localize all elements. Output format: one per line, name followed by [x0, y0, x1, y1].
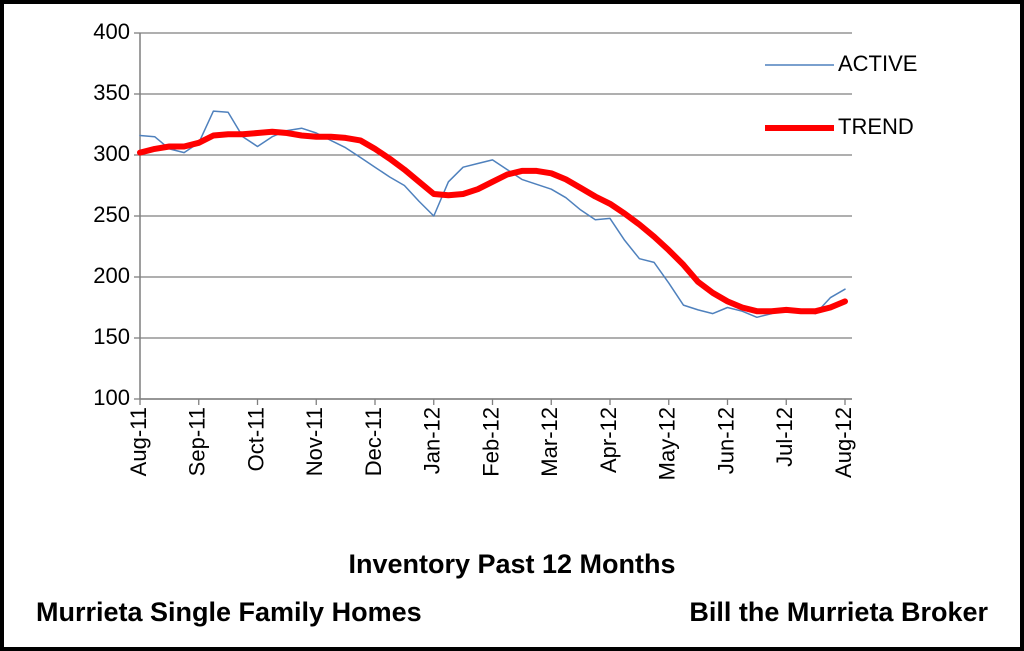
x-tick-label: Aug-11 [126, 407, 151, 476]
y-tick-label: 400 [93, 19, 130, 44]
y-tick-label: 100 [93, 385, 130, 410]
x-tick-label: Feb-12 [478, 407, 503, 477]
data-line [139, 110, 846, 319]
legend-label: TREND [838, 114, 914, 139]
x-tick-label: Jun-12 [713, 407, 738, 474]
x-tick-label: Nov-11 [302, 407, 327, 476]
x-tick-label: May-12 [655, 407, 680, 480]
footer-right: Bill the Murrieta Broker [689, 597, 988, 627]
y-tick-label: 300 [93, 141, 130, 166]
x-tick-label: Jul-12 [772, 407, 797, 467]
x-tick-label: Mar-12 [537, 407, 562, 477]
x-tick-label: Aug-12 [831, 407, 856, 478]
x-tick-label: Sep-11 [185, 407, 210, 476]
x-tick-label: Dec-11 [361, 407, 386, 476]
y-tick-label: 200 [93, 263, 130, 288]
y-tick-label: 350 [93, 80, 130, 105]
x-tick-label: Apr-12 [596, 407, 621, 473]
y-tick-label: 250 [93, 202, 130, 227]
x-tick-label: Jan-12 [420, 407, 445, 474]
footer-left: Murrieta Single Family Homes [36, 597, 422, 627]
x-axis-title: Inventory Past 12 Months [348, 549, 675, 579]
legend-label: ACTIVE [838, 51, 917, 76]
data-line [137, 128, 848, 315]
x-tick-label: Oct-11 [243, 407, 268, 471]
y-tick-label: 150 [93, 324, 130, 349]
